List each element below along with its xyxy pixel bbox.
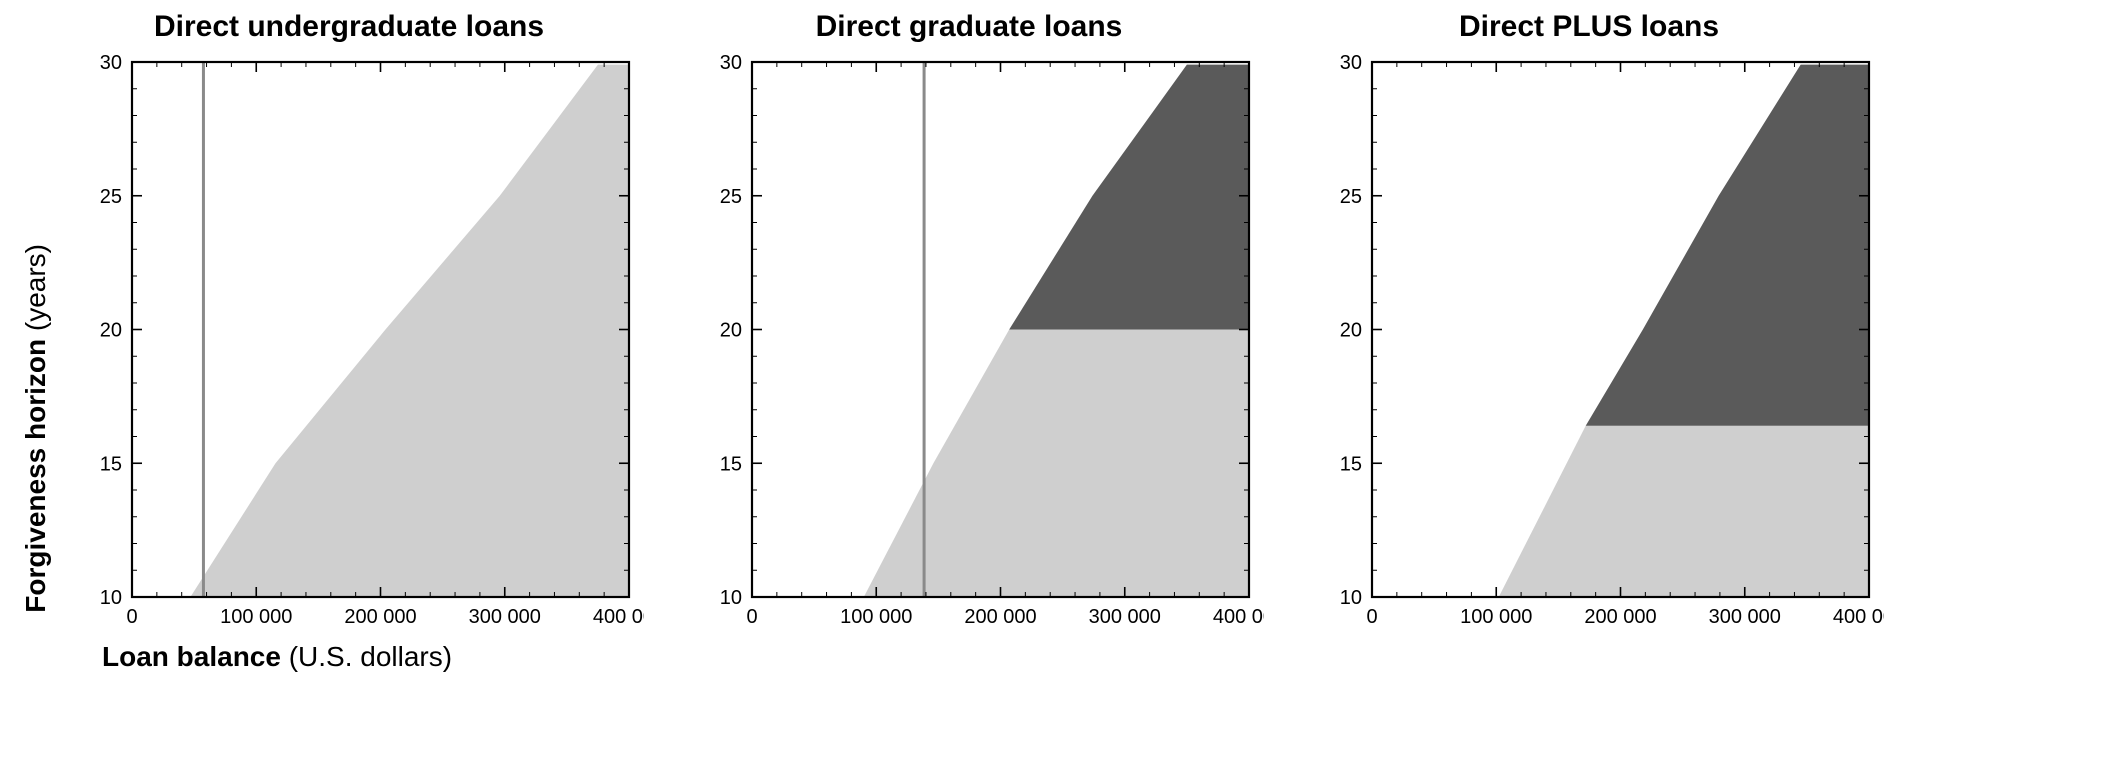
x-tick-label: 100 000 bbox=[840, 606, 912, 628]
y-tick-label: 10 bbox=[1340, 587, 1362, 609]
x-axis-label: Loan balance (U.S. dollars) bbox=[102, 641, 452, 673]
y-tick-label: 25 bbox=[100, 186, 122, 208]
x-tick-label: 400 000 bbox=[593, 606, 644, 628]
region-light bbox=[190, 65, 629, 597]
x-axis-label-bold: Loan balance bbox=[102, 641, 281, 672]
y-axis-label: Forgiveness horizon (years) bbox=[20, 244, 52, 613]
x-tick-label: 100 000 bbox=[1460, 606, 1532, 628]
chart-svg: 0 100 000 200 000 300 000 400 000 10 15 20 25 30 bbox=[54, 48, 644, 643]
chart-panel: Direct undergraduate loans 0 100 000 200 00… bbox=[54, 10, 644, 673]
y-tick-label: 20 bbox=[100, 320, 122, 342]
chart-svg: 0 100 000 200 000 300 000 400 000 10 15 20 25 30 bbox=[1294, 48, 1884, 643]
x-tick-label: 300 000 bbox=[469, 606, 541, 628]
x-tick-label: 100 000 bbox=[220, 606, 292, 628]
region-light bbox=[1499, 426, 1869, 597]
y-tick-label: 10 bbox=[100, 587, 122, 609]
y-tick-label: 20 bbox=[1340, 320, 1362, 342]
y-tick-label: 25 bbox=[720, 186, 742, 208]
chart-panel: Direct graduate loans 0 100 000 200 000 300 … bbox=[674, 10, 1264, 643]
region-dark bbox=[1586, 65, 1869, 426]
panel-title: Direct PLUS loans bbox=[1459, 10, 1719, 44]
y-tick-label: 15 bbox=[720, 453, 742, 475]
x-tick-label: 400 000 bbox=[1833, 606, 1884, 628]
y-tick-label: 30 bbox=[100, 52, 122, 74]
y-tick-label: 15 bbox=[100, 453, 122, 475]
x-tick-label: 300 000 bbox=[1089, 606, 1161, 628]
panel-title: Direct graduate loans bbox=[816, 10, 1123, 44]
y-axis-label-thin: (years) bbox=[20, 244, 51, 339]
y-tick-label: 10 bbox=[720, 587, 742, 609]
chart-panel: Direct PLUS loans 0 100 000 200 000 300 000 4… bbox=[1294, 10, 1884, 643]
x-tick-label: 0 bbox=[1366, 606, 1377, 628]
y-tick-label: 15 bbox=[1340, 453, 1362, 475]
chart-svg: 0 100 000 200 000 300 000 400 000 10 15 20 25 30 bbox=[674, 48, 1264, 643]
region-light bbox=[864, 330, 1249, 598]
x-tick-label: 200 000 bbox=[1584, 606, 1656, 628]
x-tick-label: 400 000 bbox=[1213, 606, 1264, 628]
y-tick-label: 30 bbox=[720, 52, 742, 74]
x-tick-label: 200 000 bbox=[964, 606, 1036, 628]
y-tick-label: 30 bbox=[1340, 52, 1362, 74]
x-axis-label-thin: (U.S. dollars) bbox=[281, 641, 452, 672]
y-axis-label-bold: Forgiveness horizon bbox=[20, 339, 51, 613]
x-tick-label: 300 000 bbox=[1709, 606, 1781, 628]
panel-title: Direct undergraduate loans bbox=[154, 10, 544, 44]
x-tick-label: 200 000 bbox=[344, 606, 416, 628]
y-tick-label: 25 bbox=[1340, 186, 1362, 208]
y-tick-label: 20 bbox=[720, 320, 742, 342]
x-tick-label: 0 bbox=[126, 606, 137, 628]
x-tick-label: 0 bbox=[746, 606, 757, 628]
region-dark bbox=[1009, 65, 1249, 330]
